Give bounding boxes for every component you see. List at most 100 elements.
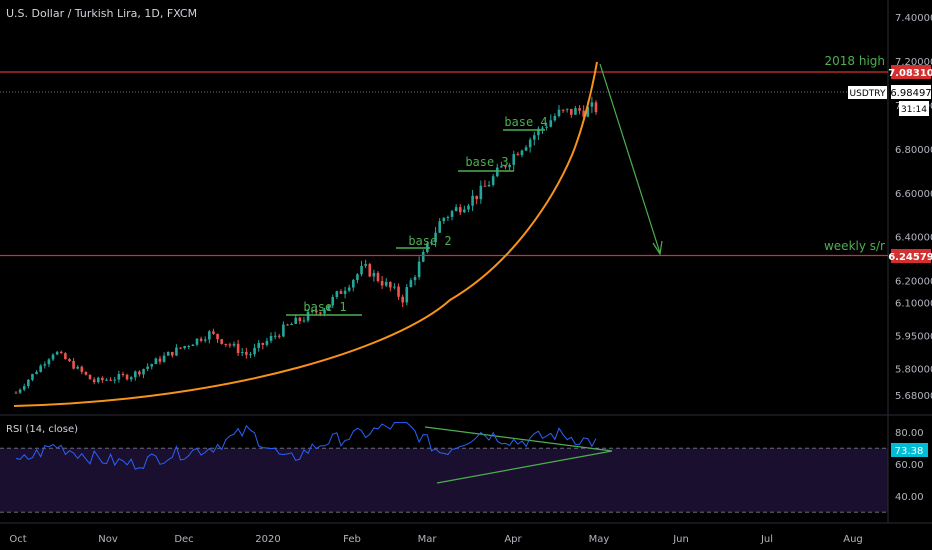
base-3-annotation[interactable]: base 3: [458, 155, 514, 172]
parabolic-curve[interactable]: [13, 61, 598, 407]
candle-body: [39, 365, 42, 372]
candle-body: [512, 154, 516, 165]
rsi-triangle[interactable]: [424, 426, 613, 484]
candle-body: [516, 154, 520, 156]
candle-body: [389, 281, 392, 288]
candle-body: [574, 108, 577, 115]
candle-body: [224, 343, 228, 345]
candle-body: [528, 139, 532, 148]
candle-body: [14, 392, 18, 394]
candle-body: [203, 339, 207, 341]
candle-body: [553, 116, 557, 121]
candle-body: [80, 366, 84, 372]
candle-body: [133, 371, 137, 378]
time-tick-label: Dec: [174, 534, 193, 545]
candle-body: [364, 264, 367, 266]
candle-body: [129, 377, 133, 380]
candle-body: [438, 221, 441, 233]
candle-body: [475, 195, 479, 200]
base-1-annotation[interactable]: base 1: [286, 300, 362, 316]
candle-body: [47, 359, 51, 365]
rsi-tick-label: 60.00: [895, 460, 924, 471]
candle-body: [520, 150, 524, 156]
rsi-band-fill: [0, 448, 888, 513]
candle-body: [179, 347, 182, 349]
candle-body: [195, 338, 199, 345]
price-tick-label: 5.68000: [895, 391, 932, 402]
rsi-guides: [0, 447, 888, 513]
candle-body: [561, 109, 565, 111]
candle-body: [417, 261, 421, 278]
level-2018-value: 7.08310: [888, 68, 932, 79]
candle-body: [183, 346, 186, 349]
rsi-title[interactable]: RSI (14, close): [6, 424, 78, 435]
candle-body: [282, 324, 285, 337]
candle-body: [142, 368, 145, 375]
candle-body: [347, 287, 351, 291]
candle-body: [208, 331, 211, 340]
candle-body: [409, 280, 413, 288]
candle-body: [109, 379, 112, 381]
time-axis[interactable]: Oct Nov Dec 2020 Feb Mar Apr May Jun Jul Aug: [9, 534, 862, 545]
candle-body: [154, 358, 158, 365]
base-4-label: base 4: [504, 115, 547, 129]
candle-body: [92, 379, 96, 383]
candle-body: [150, 364, 154, 367]
high-label: 2018 high: [824, 54, 885, 68]
candle-body: [331, 296, 335, 306]
weekly-level-value: 6.24579: [888, 252, 932, 263]
candle-body: [454, 207, 458, 212]
candle-body: [273, 335, 277, 337]
candle-body: [18, 389, 22, 393]
candle-body: [524, 147, 528, 151]
candle-body: [405, 287, 409, 303]
candle-body: [269, 335, 273, 341]
candle-body: [323, 309, 326, 314]
candle-body: [84, 371, 88, 375]
candle-body: [59, 351, 63, 354]
candle-body: [557, 109, 561, 117]
candle-body: [162, 355, 166, 362]
candle-body: [187, 346, 191, 348]
candle-body: [434, 232, 437, 243]
symbol-badge-text: USDTRY: [850, 89, 886, 99]
weekly-label: weekly s/r: [824, 239, 885, 253]
candle-body: [372, 272, 376, 277]
candle-body: [302, 320, 306, 322]
candle-body: [158, 358, 162, 362]
candle-body: [343, 290, 347, 294]
candle-body: [380, 281, 384, 286]
time-tick-label: Jun: [672, 534, 689, 545]
candle-body: [105, 379, 108, 381]
candle-body: [212, 331, 215, 334]
base-4-annotation[interactable]: base 4: [503, 115, 548, 131]
candle-body: [590, 102, 594, 107]
candle-body: [578, 108, 581, 111]
candle-body: [541, 127, 544, 129]
candle-body: [236, 343, 240, 354]
candle-body: [257, 342, 260, 348]
candle-body: [401, 296, 404, 303]
candle-body: [360, 265, 363, 275]
symbol-title[interactable]: U.S. Dollar / Turkish Lira, 1D, FXCM: [6, 7, 197, 20]
candle-body: [483, 185, 487, 187]
candle-body: [286, 324, 289, 326]
countdown-badge: 31:14: [899, 101, 929, 116]
price-axis[interactable]: 7.400007.200007.000006.800006.600006.400…: [895, 13, 932, 402]
candle-body: [68, 359, 71, 361]
time-tick-label: Aug: [843, 534, 863, 545]
candle-body: [430, 242, 433, 244]
candle-body: [319, 312, 322, 314]
candle-body: [261, 342, 265, 345]
candle-body: [43, 364, 47, 366]
candle-body: [384, 281, 388, 286]
candle-body: [125, 374, 129, 380]
base-2-annotation[interactable]: base 2: [396, 234, 452, 249]
rsi-axis[interactable]: 80.00 60.00 40.00: [895, 428, 924, 503]
candle-body: [421, 251, 425, 262]
candle-body: [199, 338, 203, 341]
projection-arrow[interactable]: [599, 63, 663, 256]
candle-body: [393, 286, 396, 288]
candle-body: [565, 108, 569, 110]
